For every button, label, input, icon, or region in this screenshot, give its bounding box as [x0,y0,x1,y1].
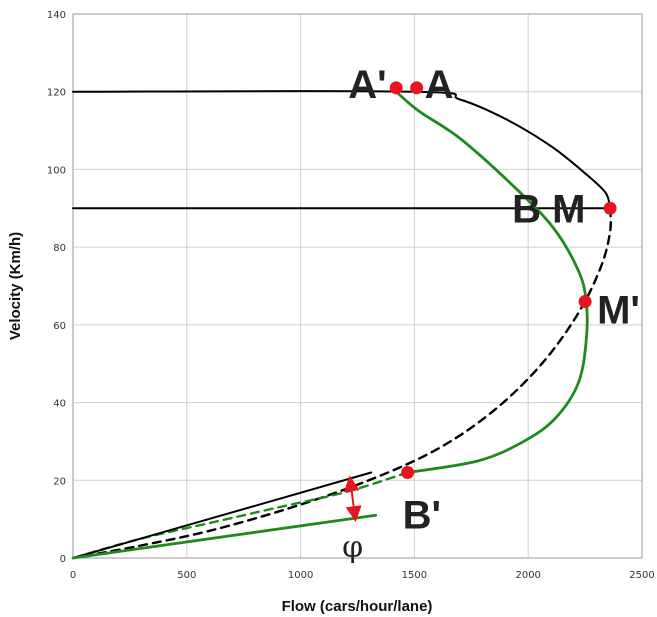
series-line-6 [72,471,373,559]
annotations: φ [342,475,363,565]
y-tick-label: 100 [47,165,66,176]
y-axis-title: Velocity (Km/h) [7,232,24,340]
point-marker [401,466,415,480]
x-tick-label: 2500 [629,570,654,581]
series-line-7 [71,513,378,560]
x-tick-label: 2000 [515,570,540,581]
series-line-2 [71,207,613,560]
series-line-4 [394,90,589,474]
y-tick-label: 20 [53,476,66,487]
x-tick-label: 1500 [402,570,427,581]
x-tick-label: 500 [177,570,196,581]
angle-arrow [343,475,362,523]
point-label: A [425,63,454,107]
plot-area-border [72,13,643,559]
point-label: M' [597,289,640,333]
points: A' A B M M' B' [348,63,640,538]
y-tick-label: 140 [47,10,66,21]
series-line-1 [72,90,612,210]
y-tick-label: 80 [53,243,66,254]
y-tick-label: 60 [53,321,66,332]
x-axis-title: Flow (cars/hour/lane) [282,598,433,615]
point-marker [578,295,592,309]
x-tick-label: 0 [70,570,76,581]
point-marker [389,81,403,95]
point-label: B' [403,494,441,538]
series [71,90,613,560]
point-label: B M [512,187,585,231]
y-tick-label: 40 [53,399,66,410]
point-marker [410,81,424,95]
point-label: A' [348,63,386,107]
angle-label: φ [342,530,363,565]
point-marker [603,201,617,215]
y-tick-label: 0 [60,554,66,565]
y-tick-label: 120 [47,88,66,99]
x-tick-label: 1000 [288,570,313,581]
tick-labels: 0 500 1000 1500 2000 2500 0 20 40 60 80 100 120 140 [47,10,655,581]
axes [72,13,643,559]
